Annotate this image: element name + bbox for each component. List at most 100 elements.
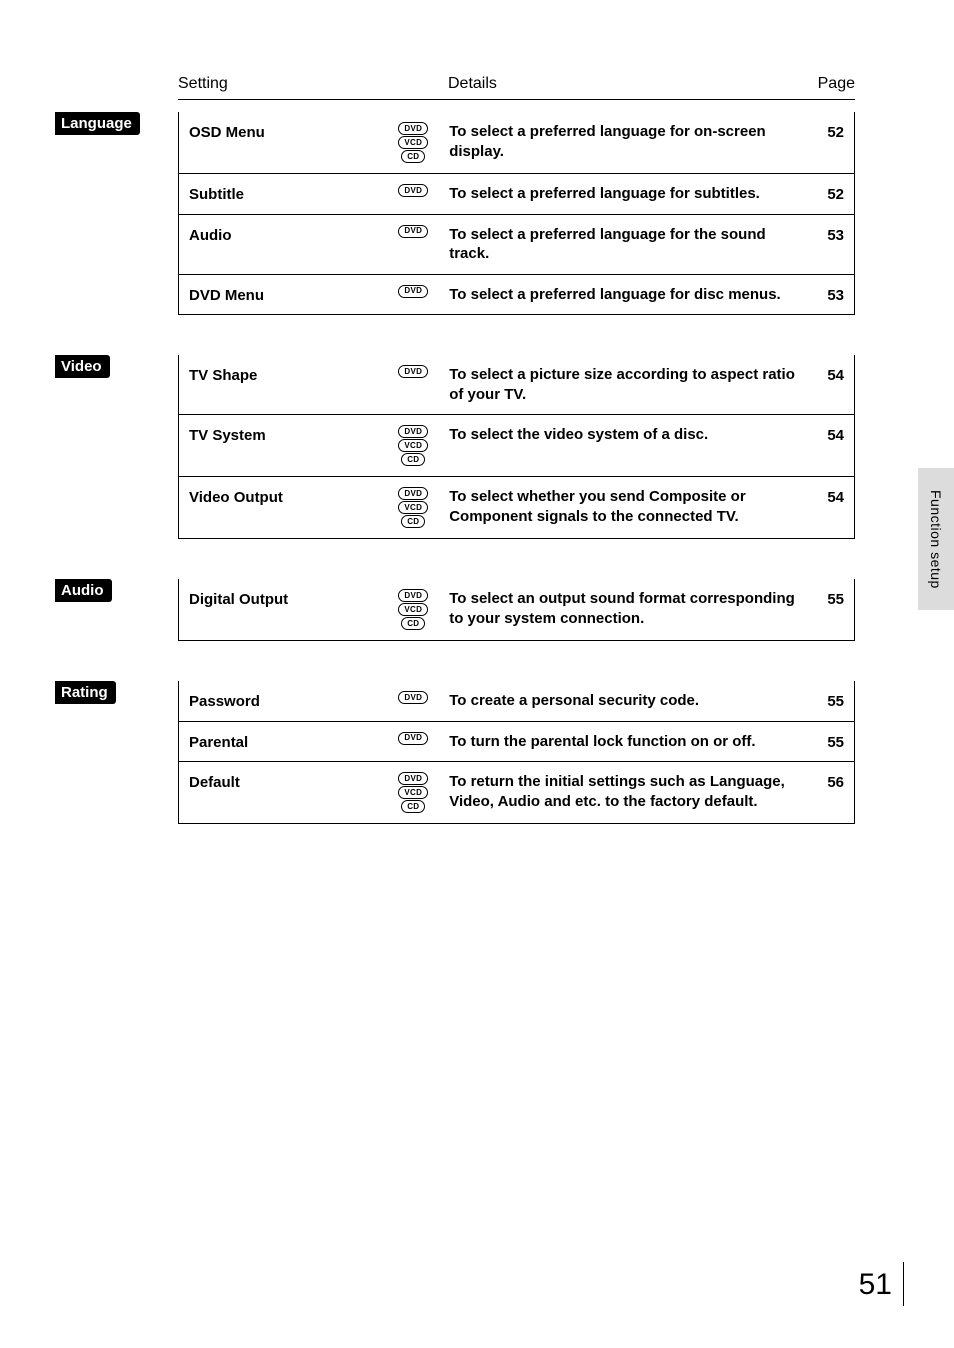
content-area: Setting Details Page LanguageOSD MenuDVD… [55, 75, 855, 824]
setting-page: 55 [797, 732, 844, 751]
media-icons: DVDVCDCD [383, 425, 443, 466]
category-label-container: Audio [55, 579, 163, 641]
table-header: Setting Details Page [178, 75, 855, 100]
dvd-icon: DVD [398, 122, 428, 135]
setting-name: Audio [189, 225, 383, 244]
setting-details: To select a preferred language for disc … [443, 285, 797, 305]
setting-name: TV Shape [189, 365, 383, 384]
setting-details: To return the initial settings such as L… [443, 772, 797, 811]
table-row: DefaultDVDVCDCDTo return the initial set… [179, 761, 854, 823]
side-tab: Function setup [918, 468, 954, 610]
dvd-icon: DVD [398, 589, 428, 602]
setting-name: Subtitle [189, 184, 383, 203]
table-row: OSD MenuDVDVCDCDTo select a preferred la… [179, 112, 854, 173]
table-row: Digital OutputDVDVCDCDTo select an outpu… [179, 579, 854, 640]
dvd-icon: DVD [398, 184, 428, 197]
table-row: Video OutputDVDVCDCDTo select whether yo… [179, 476, 854, 538]
header-page: Page [788, 75, 855, 93]
setting-page: 54 [797, 365, 844, 384]
cd-icon: CD [401, 617, 425, 630]
media-icons: DVD [383, 691, 443, 704]
setting-name: Digital Output [189, 589, 383, 608]
media-icons: DVDVCDCD [383, 122, 443, 163]
section-audio: AudioDigital OutputDVDVCDCDTo select an … [55, 579, 855, 641]
table-row: TV Shape DVD To select a picture size acco… [179, 355, 854, 414]
page-number: 51 [859, 1268, 892, 1302]
side-tab-label: Function setup [928, 490, 944, 589]
dvd-icon: DVD [398, 365, 428, 378]
setting-name: TV System [189, 425, 383, 444]
cd-icon: CD [401, 453, 425, 466]
dvd-icon: DVD [398, 425, 428, 438]
header-setting: Setting [178, 75, 448, 93]
category-badge: Rating [55, 681, 116, 704]
media-icons: DVDVCDCD [383, 772, 443, 813]
category-label-container: Language [55, 112, 163, 315]
settings-table: Digital OutputDVDVCDCDTo select an outpu… [178, 579, 855, 641]
setting-page: 54 [797, 487, 844, 506]
settings-table: Password DVD To create a personal security… [178, 681, 855, 824]
setting-page: 55 [797, 691, 844, 710]
vcd-icon: VCD [398, 501, 428, 514]
document-page: Setting Details Page LanguageOSD MenuDVD… [0, 0, 954, 1348]
category-label-container: Rating [55, 681, 163, 824]
vcd-icon: VCD [398, 786, 428, 799]
setting-page: 54 [797, 425, 844, 444]
media-icons: DVD [383, 732, 443, 745]
category-badge: Audio [55, 579, 112, 602]
media-icons: DVD [383, 365, 443, 378]
table-row: Parental DVD To turn the parental lock fun… [179, 721, 854, 762]
dvd-icon: DVD [398, 691, 428, 704]
cd-icon: CD [401, 515, 425, 528]
section-language: LanguageOSD MenuDVDVCDCDTo select a pref… [55, 112, 855, 315]
vcd-icon: VCD [398, 439, 428, 452]
cd-icon: CD [401, 150, 425, 163]
media-icons: DVD [383, 285, 443, 298]
setting-page: 52 [797, 184, 844, 203]
setting-details: To turn the parental lock function on or… [443, 732, 797, 752]
setting-details: To select the video system of a disc. [443, 425, 797, 445]
setting-name: DVD Menu [189, 285, 383, 304]
category-label-container: Video [55, 355, 163, 539]
media-icons: DVD [383, 184, 443, 197]
settings-table: TV Shape DVD To select a picture size acco… [178, 355, 855, 539]
setting-page: 53 [797, 225, 844, 244]
setting-page: 53 [797, 285, 844, 304]
vcd-icon: VCD [398, 603, 428, 616]
settings-table: OSD MenuDVDVCDCDTo select a preferred la… [178, 112, 855, 315]
header-details: Details [448, 75, 788, 93]
setting-name: Parental [189, 732, 383, 751]
media-icons: DVDVCDCD [383, 487, 443, 528]
setting-name: Password [189, 691, 383, 710]
setting-details: To select whether you send Composite or … [443, 487, 797, 526]
dvd-icon: DVD [398, 732, 428, 745]
table-row: Password DVD To create a personal security… [179, 681, 854, 721]
section-rating: Rating Password DVD To create a personal se… [55, 681, 855, 824]
dvd-icon: DVD [398, 772, 428, 785]
setting-details: To select a preferred language for on-sc… [443, 122, 797, 161]
setting-details: To select a picture size according to as… [443, 365, 797, 404]
setting-name: Default [189, 772, 383, 791]
dvd-icon: DVD [398, 487, 428, 500]
dvd-icon: DVD [398, 225, 428, 238]
section-video: Video TV Shape DVD To select a picture size… [55, 355, 855, 539]
vcd-icon: VCD [398, 136, 428, 149]
table-row: TV SystemDVDVCDCDTo select the video sys… [179, 414, 854, 476]
setting-page: 56 [797, 772, 844, 791]
table-row: Audio DVD To select a preferred language f… [179, 214, 854, 274]
setting-details: To select an output sound format corresp… [443, 589, 797, 628]
table-row: DVD MenuDVDTo select a preferred languag… [179, 274, 854, 315]
setting-page: 52 [797, 122, 844, 141]
media-icons: DVDVCDCD [383, 589, 443, 630]
category-badge: Language [55, 112, 140, 135]
media-icons: DVD [383, 225, 443, 238]
category-badge: Video [55, 355, 110, 378]
setting-details: To select a preferred language for subti… [443, 184, 797, 204]
setting-name: Video Output [189, 487, 383, 506]
setting-details: To select a preferred language for the s… [443, 225, 797, 264]
cd-icon: CD [401, 800, 425, 813]
setting-page: 55 [797, 589, 844, 608]
table-row: Subtitle DVD To select a preferred languag… [179, 173, 854, 214]
setting-name: OSD Menu [189, 122, 383, 141]
setting-details: To create a personal security code. [443, 691, 797, 711]
